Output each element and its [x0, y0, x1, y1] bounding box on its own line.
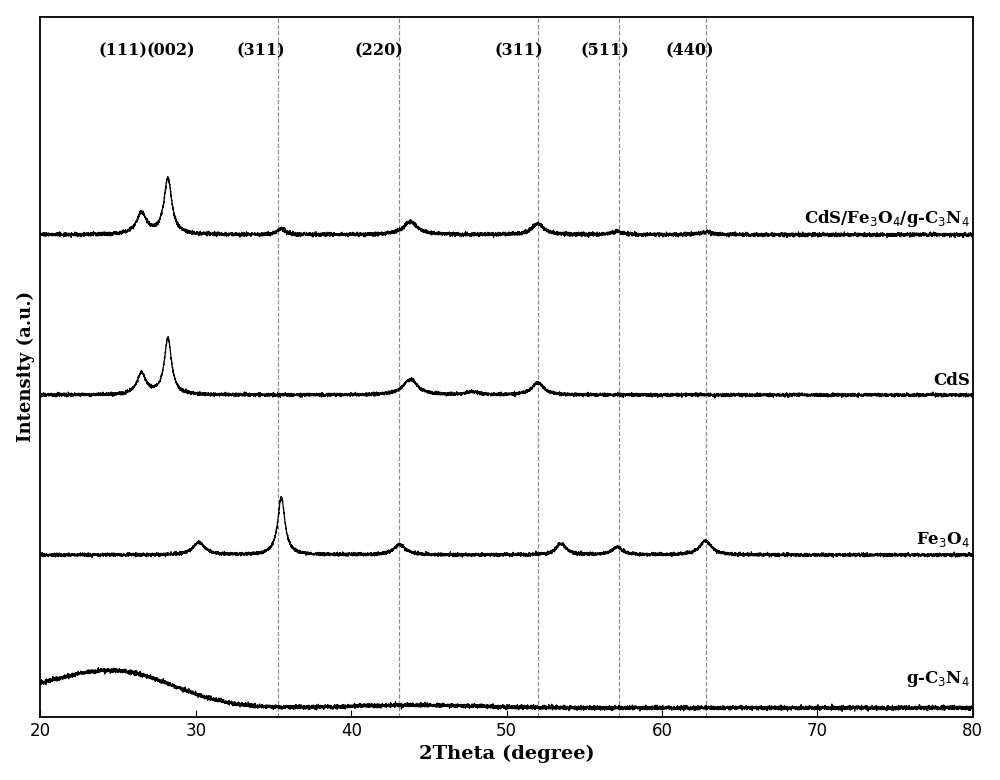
X-axis label: 2Theta (degree): 2Theta (degree) [419, 745, 594, 764]
Text: (511): (511) [580, 42, 629, 59]
Text: (220): (220) [355, 42, 404, 59]
Y-axis label: Intensity (a.u.): Intensity (a.u.) [17, 291, 35, 442]
Text: g-C$_3$N$_4$: g-C$_3$N$_4$ [906, 669, 970, 689]
Text: CdS/Fe$_3$O$_4$/g-C$_3$N$_4$: CdS/Fe$_3$O$_4$/g-C$_3$N$_4$ [804, 208, 970, 229]
Text: (111): (111) [98, 42, 147, 59]
Text: CdS: CdS [933, 373, 970, 389]
Text: (440): (440) [666, 42, 714, 59]
Text: (002): (002) [147, 42, 195, 59]
Text: (311): (311) [495, 42, 543, 59]
Text: (311): (311) [237, 42, 285, 59]
Text: Fe$_3$O$_4$: Fe$_3$O$_4$ [916, 530, 970, 549]
